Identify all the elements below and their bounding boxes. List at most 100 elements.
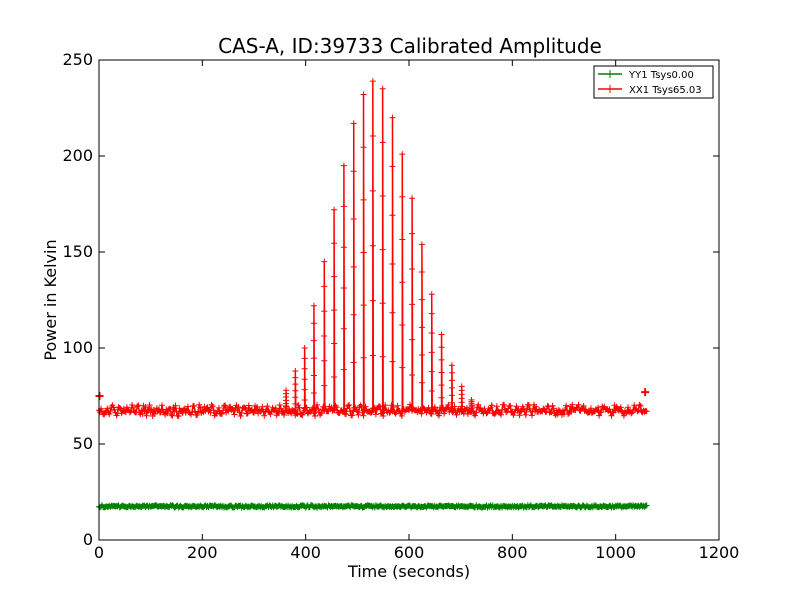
peak-cross	[369, 133, 376, 139]
plot-data	[95, 78, 650, 511]
peak-cross	[321, 308, 328, 315]
peak-marker-1-11	[389, 114, 396, 414]
peak-cross	[379, 353, 386, 360]
peak-cross	[409, 336, 416, 343]
x-tick-label: 800	[497, 543, 528, 562]
peak-cross	[448, 369, 455, 376]
legend-marker-yy1	[606, 70, 614, 78]
peak-cross	[310, 337, 317, 344]
peak-cross	[331, 240, 338, 247]
plot-frame	[98, 59, 720, 541]
peak-marker-1-19	[468, 396, 475, 414]
peak-cross	[448, 384, 455, 391]
peak-cross	[448, 392, 455, 399]
peak-cross	[321, 382, 328, 389]
peak-cross	[428, 407, 435, 414]
peak-marker-1-10	[379, 85, 386, 414]
peak-cross	[301, 386, 308, 393]
peak-cross	[428, 368, 435, 375]
peak-cross	[310, 302, 317, 309]
peak-cross	[389, 309, 396, 316]
peak-cross	[389, 163, 396, 170]
peak-marker-1-12	[399, 151, 406, 414]
peak-cross	[301, 365, 308, 372]
series-0	[96, 502, 650, 511]
peak-cross	[389, 114, 396, 121]
peak-cross	[418, 379, 425, 386]
peak-cross	[331, 340, 338, 347]
chart-title: CAS-A, ID:39733 Calibrated Amplitude	[218, 34, 602, 58]
peak-marker-1-15	[428, 291, 435, 414]
peak-cross	[360, 91, 367, 98]
peak-marker-1-6	[340, 162, 347, 414]
peak-cross	[321, 283, 328, 290]
peak-cross	[292, 407, 299, 414]
peak-cross	[418, 407, 425, 414]
peak-cross	[418, 352, 425, 359]
peak-cross	[292, 368, 299, 375]
peak-cross	[428, 388, 435, 395]
x-tick-label: 1200	[699, 543, 740, 562]
peak-cross	[360, 302, 367, 309]
x-tick-label: 1000	[595, 543, 636, 562]
peak-cross	[438, 369, 445, 376]
peak-cross	[438, 356, 445, 363]
peak-cross	[418, 324, 425, 331]
endpoint-marker-0	[95, 392, 104, 400]
series-markers-0	[96, 502, 650, 511]
peak-cross	[448, 362, 455, 369]
peak-cross	[340, 407, 347, 414]
peak-cross	[340, 366, 347, 373]
x-axis-ticks: 0 200 400 600 800 1000 1200	[94, 60, 739, 562]
peak-cross	[369, 407, 376, 414]
peak-cross	[301, 376, 308, 383]
legend-entry-yy1: YY1 Tsys0.00	[598, 70, 694, 81]
peak-cross	[438, 382, 445, 389]
legend-marker-xx1	[606, 85, 614, 93]
peak-cross	[350, 407, 357, 414]
peak-cross	[360, 407, 367, 414]
x-axis-label: Time (seconds)	[347, 562, 470, 581]
peak-cross	[389, 407, 396, 414]
peak-cross	[360, 144, 367, 151]
peak-cross	[379, 139, 386, 146]
peak-marker-1-5	[331, 206, 338, 414]
peak-cross	[379, 407, 386, 414]
endpoint-marker-1	[641, 388, 650, 397]
peak-cross	[321, 333, 328, 339]
legend: YY1 Tsys0.00 XX1 Tsys65.03	[593, 65, 714, 99]
peak-cross	[418, 269, 425, 275]
peak-cross	[399, 193, 406, 200]
peak-cross	[409, 230, 416, 237]
peak-cross	[379, 85, 386, 92]
peak-cross	[438, 344, 445, 351]
peak-cross	[310, 389, 317, 396]
peak-cross	[310, 355, 317, 362]
peak-cross	[409, 265, 416, 272]
peak-marker-1-1	[292, 368, 299, 414]
peak-cross	[292, 394, 299, 401]
peak-cross	[369, 242, 376, 249]
peak-cross	[321, 407, 328, 414]
peak-marker-1-14	[418, 241, 425, 414]
peak-cross	[283, 387, 290, 394]
peak-cross	[379, 193, 386, 199]
peak-cross	[310, 372, 317, 379]
peak-cross	[350, 120, 357, 127]
peak-cross	[428, 310, 435, 317]
peak-cross	[369, 297, 376, 304]
peak-marker-1-4	[321, 258, 328, 414]
peak-cross	[331, 273, 338, 280]
peak-cross	[428, 329, 435, 336]
peak-cross	[350, 216, 357, 223]
x-tick-label: 600	[394, 543, 425, 562]
legend-box	[593, 65, 714, 99]
peak-cross	[310, 407, 317, 414]
peak-cross	[340, 244, 347, 251]
y-tick-label: 0	[83, 530, 93, 549]
peak-marker-1-17	[448, 362, 455, 414]
peak-cross	[331, 373, 338, 380]
peak-cross	[301, 355, 308, 362]
peak-cross	[350, 263, 357, 270]
peak-cross	[340, 325, 347, 332]
